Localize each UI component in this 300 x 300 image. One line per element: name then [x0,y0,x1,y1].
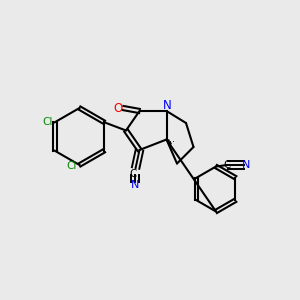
Text: ···: ··· [166,137,175,148]
Text: C: C [224,160,231,170]
Text: C: C [129,169,136,179]
Text: Cl: Cl [42,117,52,127]
Text: N: N [242,160,250,170]
Text: N: N [131,179,139,190]
Text: O: O [113,101,122,115]
Text: N: N [162,99,171,112]
Text: Cl: Cl [67,161,77,172]
